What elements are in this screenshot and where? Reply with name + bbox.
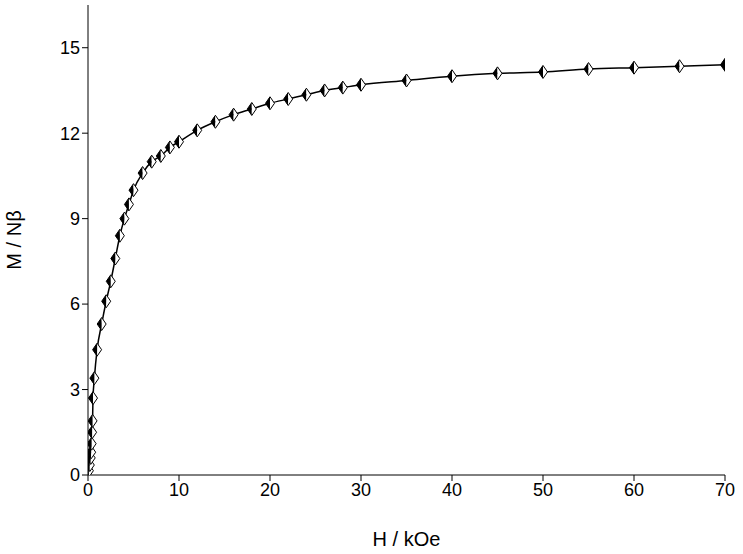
svg-text:9: 9 — [70, 209, 80, 229]
svg-text:10: 10 — [169, 480, 189, 500]
svg-text:0: 0 — [83, 480, 93, 500]
svg-text:0: 0 — [70, 465, 80, 485]
svg-text:60: 60 — [624, 480, 644, 500]
svg-text:M / Nβ: M / Nβ — [8, 210, 25, 269]
svg-text:15: 15 — [60, 38, 80, 58]
svg-text:30: 30 — [351, 480, 371, 500]
svg-text:6: 6 — [70, 294, 80, 314]
svg-text:H / kOe: H / kOe — [373, 528, 441, 550]
svg-text:50: 50 — [533, 480, 553, 500]
svg-text:12: 12 — [60, 124, 80, 144]
svg-text:3: 3 — [70, 380, 80, 400]
svg-text:70: 70 — [715, 480, 735, 500]
svg-text:20: 20 — [260, 480, 280, 500]
svg-text:40: 40 — [442, 480, 462, 500]
